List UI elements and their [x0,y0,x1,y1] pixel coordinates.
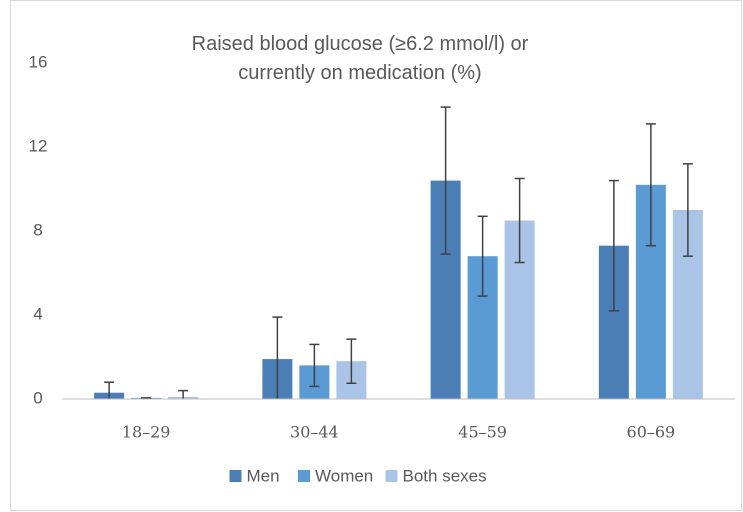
legend-label: Women [315,466,373,485]
error-bar [608,179,619,312]
error-bar [178,389,189,400]
y-tick-label: 8 [33,220,42,239]
error-bar [309,343,320,388]
error-bar [514,177,525,264]
y-tick-label: 12 [29,136,48,155]
x-tick-label: 45–59 [458,423,507,442]
y-tick-label: 4 [33,304,42,323]
error-bar [104,381,115,400]
legend-swatch [229,470,242,482]
x-tick-label: 60–69 [627,423,676,442]
error-bar [645,123,656,247]
error-bar [346,338,357,384]
legend-label: Both sexes [403,466,487,485]
error-bar [440,106,451,255]
x-tick-label: 30–44 [290,423,339,442]
legend-swatch [385,470,398,482]
y-tick-label: 0 [33,388,42,407]
legend-label: Men [247,466,280,485]
legend-swatch [298,470,310,482]
error-bar [477,215,488,297]
y-tick-label: 16 [29,52,48,71]
chart-title: Raised blood glucose (≥6.2 mmol/l) or cu… [191,33,529,84]
error-bar [682,163,693,257]
plot-area [94,106,703,400]
x-tick-label: 18–29 [122,423,171,442]
error-bar [272,316,283,400]
